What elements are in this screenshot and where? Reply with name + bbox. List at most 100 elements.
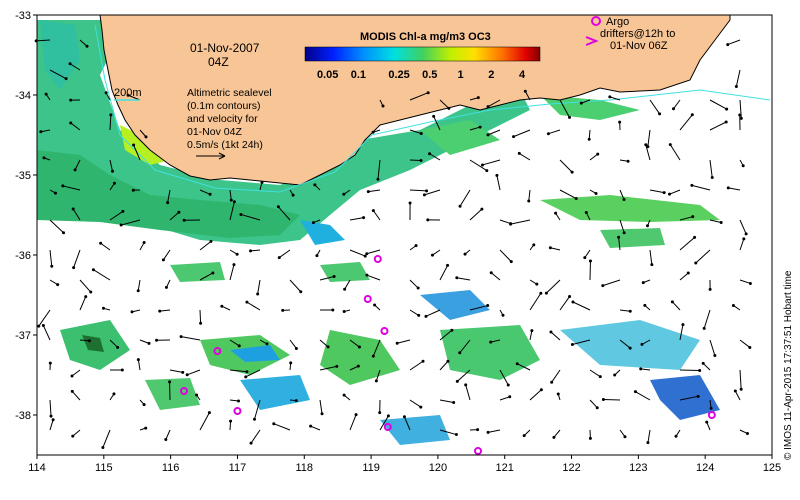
velocity-arrow (439, 329, 453, 341)
velocity-arrow-head (311, 221, 315, 225)
velocity-arrow-head (71, 434, 75, 438)
velocity-arrow-head (265, 342, 269, 346)
velocity-arrow-head (464, 383, 468, 387)
velocity-arrow (709, 159, 713, 178)
velocity-arrow-head (249, 441, 253, 445)
argo-float-marker (373, 255, 382, 263)
velocity-arrow-head (613, 373, 617, 377)
velocity-arrow-head (738, 113, 742, 117)
velocity-arrow (49, 419, 54, 431)
velocity-arrow-head (744, 232, 748, 236)
velocity-arrow-head (588, 436, 592, 440)
velocity-arrow-head (147, 341, 151, 345)
velocity-arrow-head (342, 192, 346, 196)
velocity-arrow-head (643, 303, 647, 307)
velocity-arrow-head (628, 346, 632, 350)
argo-legend-label: Argo (606, 16, 629, 28)
velocity-arrow (49, 249, 53, 267)
velocity-arrow (499, 396, 510, 401)
velocity-arrow-head (447, 106, 451, 110)
velocity-arrow (439, 360, 449, 371)
argo-legend-marker (591, 16, 601, 26)
velocity-arrow-head (211, 271, 215, 275)
velocity-arrow-head (49, 414, 53, 418)
date-label: 01-Nov-2007 (190, 41, 260, 55)
x-tick-label: 116 (162, 462, 180, 474)
velocity-arrow (439, 265, 448, 281)
velocity-arrow-head (299, 290, 303, 294)
velocity-arrow (70, 122, 81, 131)
velocity-arrow (619, 339, 631, 349)
velocity-arrow (246, 301, 261, 311)
velocity-arrow-head (244, 375, 248, 379)
velocity-arrow-head (550, 380, 554, 384)
velocity-arrow (487, 99, 501, 108)
velocity-arrow-head (623, 435, 627, 439)
velocity-arrow (349, 249, 366, 257)
velocity-arrow-head (628, 309, 632, 313)
velocity-arrow-head (374, 379, 378, 383)
velocity-arrow-head (69, 121, 73, 125)
velocity-arrow (673, 99, 681, 110)
velocity-arrow-head (281, 308, 285, 312)
velocity-arrow-head (476, 428, 480, 432)
velocity-arrow (603, 398, 621, 401)
velocity-arrow-head (731, 303, 735, 307)
velocity-arrow (139, 129, 147, 138)
velocity-arrow (72, 429, 81, 437)
velocity-arrow (739, 279, 751, 284)
velocity-arrow-head (42, 156, 46, 160)
y-tick-label: -35 (15, 170, 31, 182)
velocity-arrow-head (454, 433, 458, 437)
velocity-arrow-head (158, 309, 162, 313)
velocity-arrow-head (120, 368, 124, 372)
argo-float-marker (474, 447, 482, 455)
velocity-arrow (709, 339, 716, 356)
velocity-arrow (672, 301, 681, 311)
velocity-arrow-head (62, 231, 66, 235)
velocity-arrow-head (116, 345, 120, 349)
velocity-arrow-head (41, 324, 45, 328)
velocity-arrow (728, 187, 741, 191)
velocity-arrow-head (207, 411, 211, 415)
velocity-arrow (229, 201, 235, 221)
velocity-arrow-head (693, 235, 697, 239)
velocity-arrow-head (272, 422, 276, 426)
velocity-arrow-head (455, 379, 459, 383)
velocity-arrow (679, 237, 695, 251)
velocity-arrow-head (530, 329, 534, 333)
velocity-arrow-head (416, 286, 420, 290)
velocity-arrow (73, 249, 81, 268)
velocity-arrow-head (112, 392, 116, 396)
velocity-arrow-head (696, 394, 700, 398)
velocity-arrow (553, 429, 561, 438)
velocity-arrow (319, 276, 335, 281)
velocity-arrow (139, 339, 150, 344)
velocity-arrow-head (371, 209, 375, 213)
colorbar-tick-label: 0.5 (422, 69, 437, 81)
velocity-arrow (109, 339, 118, 348)
velocity-arrow (319, 365, 337, 371)
velocity-arrow (499, 249, 512, 262)
scale-arrow (196, 152, 226, 160)
velocity-arrow (169, 211, 180, 221)
velocity-arrow (310, 425, 321, 431)
velocity-arrow-head (644, 143, 648, 147)
velocity-arrow (349, 414, 357, 431)
velocity-arrow-head (574, 197, 578, 201)
velocity-arrow-head (527, 199, 531, 203)
velocity-arrow (69, 63, 81, 71)
velocity-arrow (162, 249, 171, 261)
velocity-arrow (109, 114, 112, 131)
velocity-arrow (229, 339, 240, 347)
velocity-arrow (619, 219, 625, 233)
velocity-arrow-head (119, 223, 123, 227)
colorbar-tick-label: 4 (519, 69, 526, 81)
velocity-arrow-head (51, 418, 55, 422)
velocity-arrow-head (70, 374, 74, 378)
velocity-arrow-head (332, 275, 336, 279)
velocity-arrow (109, 159, 113, 172)
velocity-arrow-head (237, 399, 241, 403)
velocity-arrow-head (239, 212, 243, 216)
